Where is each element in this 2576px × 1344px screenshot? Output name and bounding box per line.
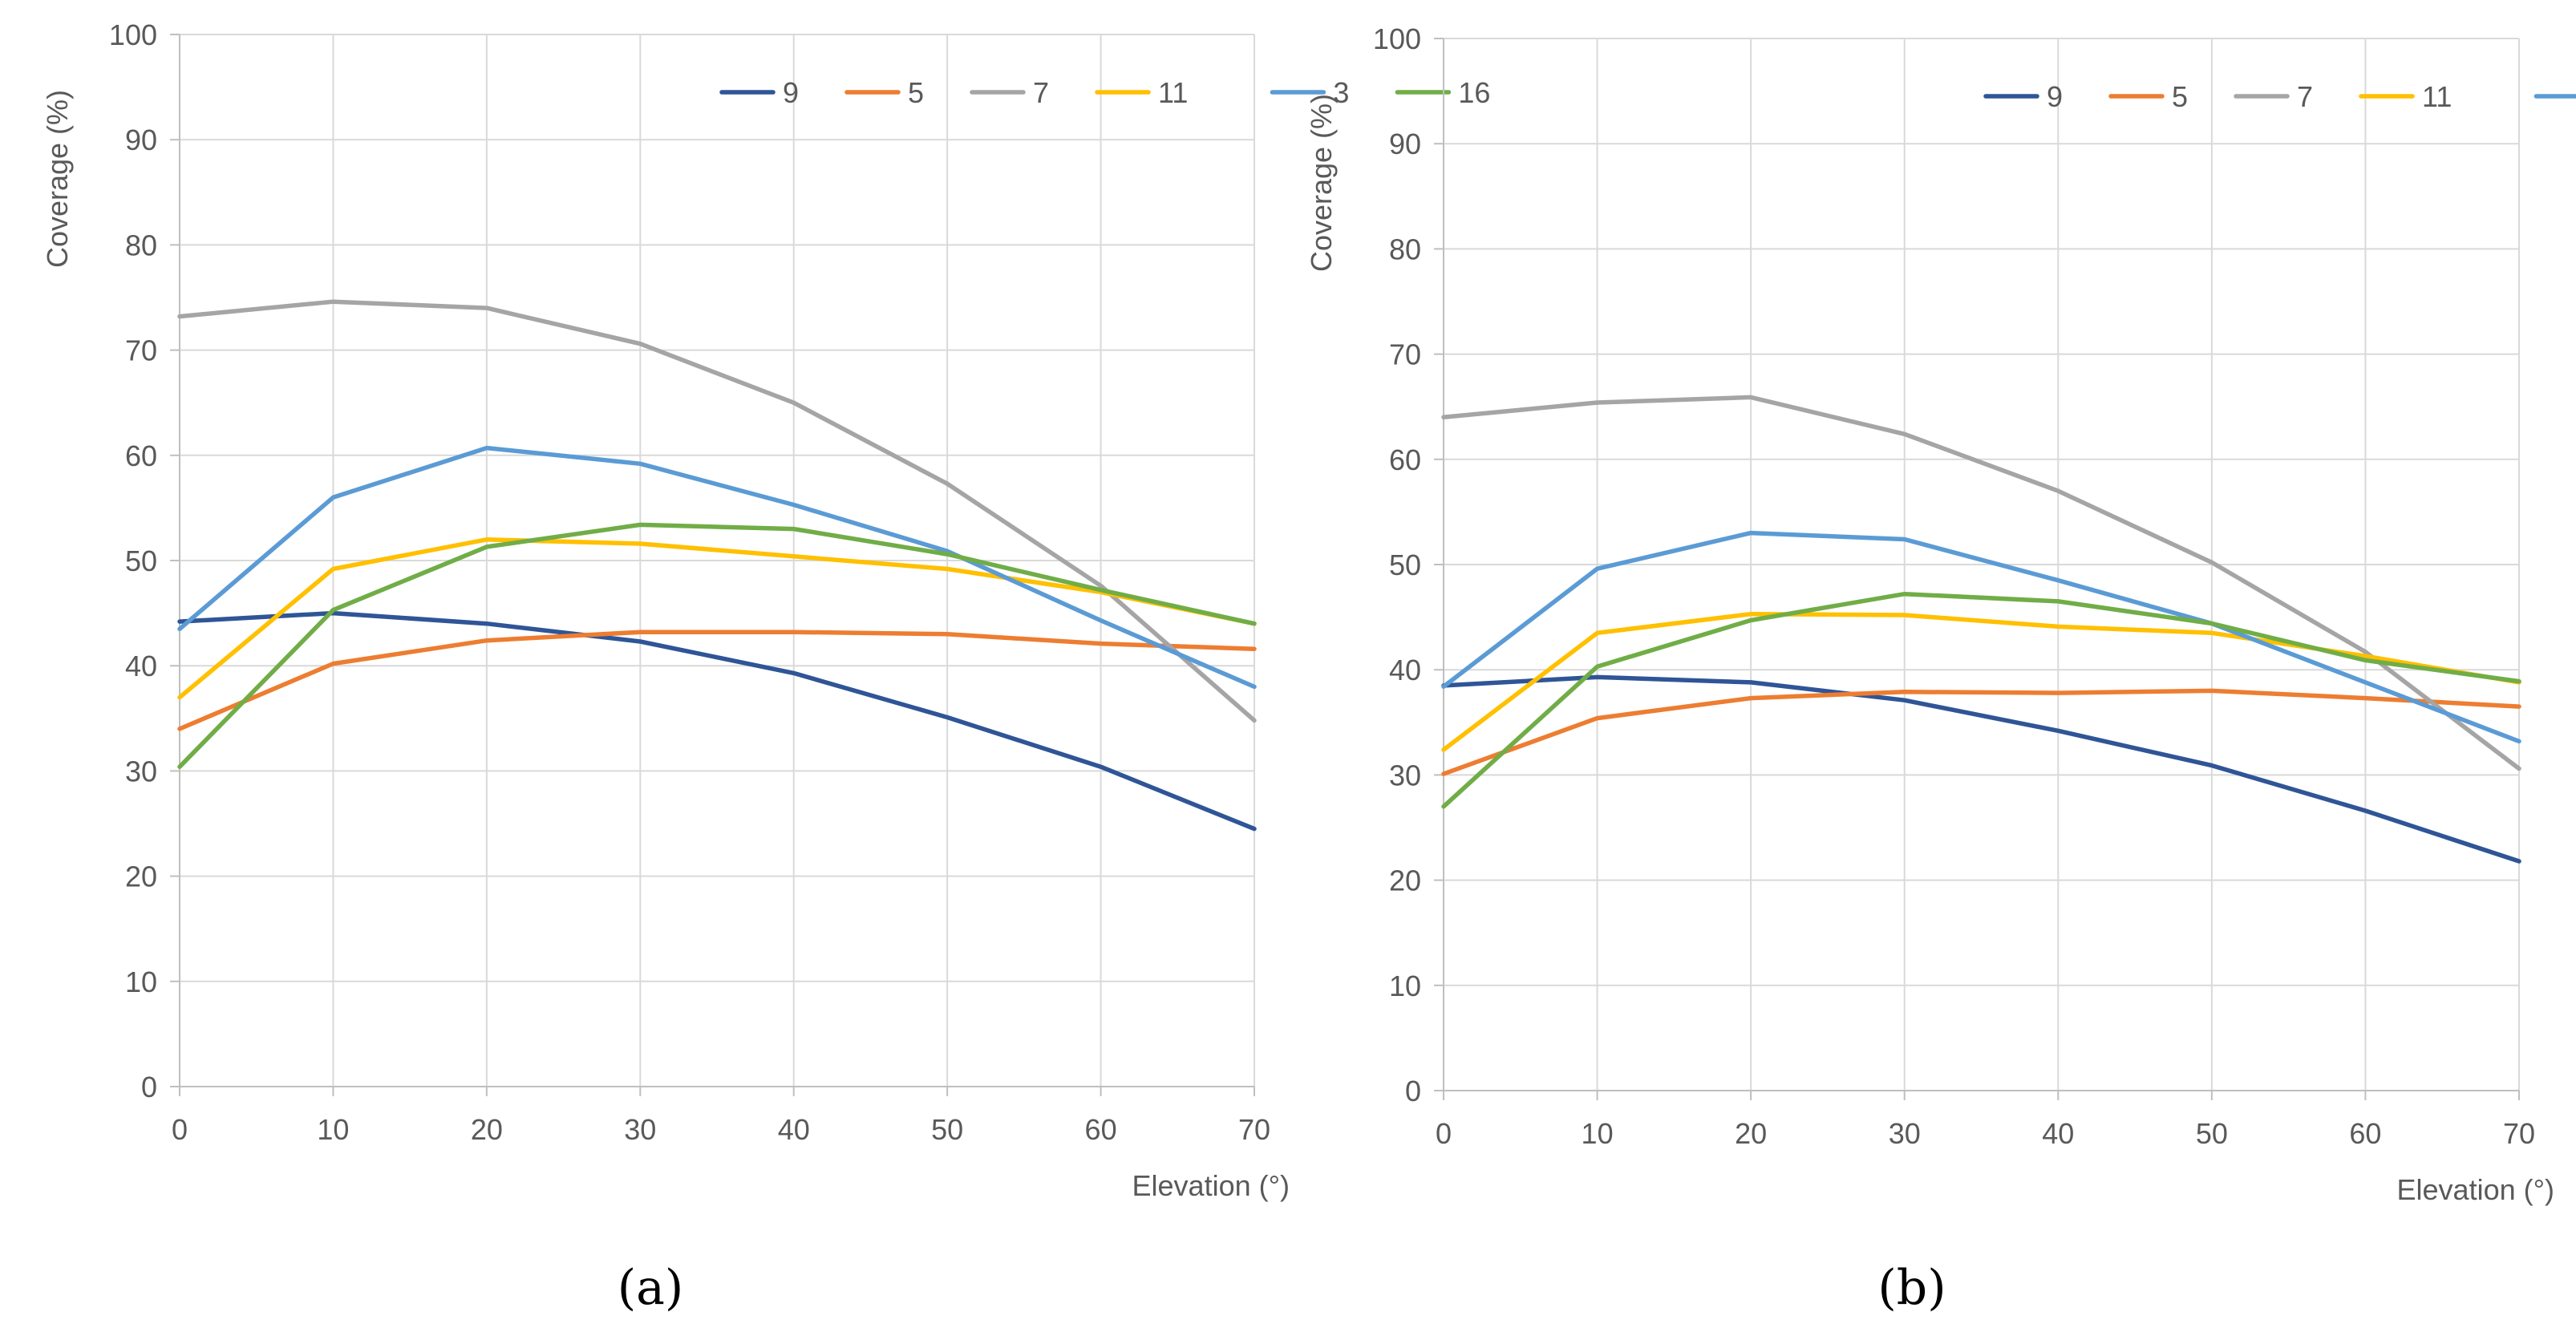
y-tick-label: 90: [125, 123, 157, 156]
panel-caption: (a): [618, 1260, 684, 1316]
series-line-7: [1441, 395, 2521, 771]
legend-label-5: 5: [2172, 80, 2188, 113]
x-tick-label: 30: [1889, 1117, 1921, 1150]
series-line-11: [177, 537, 1257, 700]
y-tick-label: 80: [125, 229, 157, 261]
x-tick-label: 40: [2042, 1117, 2074, 1150]
x-tick-label: 20: [1735, 1117, 1767, 1150]
legend-label-11: 11: [2422, 80, 2452, 113]
x-tick-label: 50: [931, 1113, 963, 1146]
y-tick-label: 60: [1389, 443, 1421, 476]
legend-label-5: 5: [908, 76, 924, 109]
y-tick-label: 40: [1389, 654, 1421, 686]
x-tick-label: 10: [317, 1113, 349, 1146]
legend-label-11: 11: [1158, 76, 1188, 109]
y-tick-label: 10: [1389, 970, 1421, 1002]
y-tick-label: 100: [1373, 22, 1421, 55]
legend-label-7: 7: [1033, 76, 1049, 109]
x-tick-label: 0: [1436, 1117, 1452, 1150]
x-tick-label: 70: [1238, 1113, 1270, 1146]
y-tick-label: 70: [1389, 338, 1421, 371]
series-line-16: [177, 522, 1257, 769]
x-tick-label: 40: [778, 1113, 810, 1146]
x-axis-title: Elevation (°): [2397, 1173, 2554, 1206]
series-line-5: [177, 629, 1257, 731]
legend-label-9: 9: [2047, 80, 2063, 113]
y-tick-label: 40: [125, 650, 157, 682]
series-line-11: [1441, 611, 2521, 752]
y-tick-label: 80: [1389, 233, 1421, 265]
y-tick-label: 20: [1389, 864, 1421, 897]
y-tick-label: 30: [1389, 759, 1421, 791]
series-line-5: [1441, 688, 2521, 776]
legend-label-3: 3: [1333, 76, 1349, 109]
y-tick-label: 0: [141, 1071, 157, 1103]
x-tick-label: 20: [471, 1113, 503, 1146]
y-tick-label: 10: [125, 965, 157, 998]
y-tick-label: 70: [125, 334, 157, 367]
x-tick-label: 70: [2503, 1117, 2535, 1150]
x-tick-label: 60: [2349, 1117, 2381, 1150]
y-tick-label: 90: [1389, 128, 1421, 160]
series-line-16: [1441, 591, 2521, 809]
series-line-3: [177, 445, 1257, 690]
y-tick-label: 100: [109, 18, 157, 51]
series-line-3: [1441, 530, 2521, 744]
x-tick-label: 60: [1085, 1113, 1117, 1146]
panel-caption: (b): [1877, 1260, 1946, 1316]
y-axis-title: Coverage (%): [1305, 94, 1338, 272]
y-tick-label: 30: [125, 755, 157, 787]
legend-label-9: 9: [783, 76, 799, 109]
x-tick-label: 0: [172, 1113, 188, 1146]
y-tick-label: 60: [125, 439, 157, 472]
y-tick-label: 20: [125, 860, 157, 893]
series-line-9: [1441, 674, 2521, 864]
y-tick-label: 0: [1405, 1075, 1421, 1107]
y-tick-label: 50: [1389, 549, 1421, 581]
legend-label-16: 16: [1458, 76, 1490, 109]
series-line-7: [177, 299, 1257, 723]
x-tick-label: 10: [1582, 1117, 1614, 1150]
y-tick-label: 50: [125, 544, 157, 577]
y-axis-title: Coverage (%): [41, 90, 74, 268]
legend-label-7: 7: [2297, 80, 2313, 113]
chart-panel-b: 0 10 20 30 40 50 60 70 80 90 100 0 10 20 30 40 50 60 70 Ele…: [1305, 22, 2576, 1316]
x-axis-title: Elevation (°): [1132, 1169, 1290, 1202]
series-line-9: [177, 610, 1257, 832]
x-tick-label: 30: [624, 1113, 656, 1146]
x-tick-label: 50: [2196, 1117, 2228, 1150]
